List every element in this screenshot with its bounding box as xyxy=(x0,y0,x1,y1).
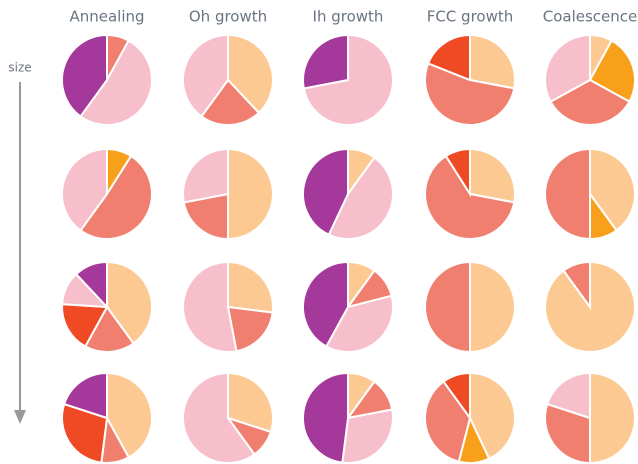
pie-slice xyxy=(544,147,591,241)
pie-slice xyxy=(227,33,274,115)
pie-slice xyxy=(182,147,229,204)
pie-slice xyxy=(61,33,108,118)
pie-slice xyxy=(61,303,109,348)
pie-slice xyxy=(327,156,394,240)
pie-slice xyxy=(341,408,394,464)
y-label: size xyxy=(8,61,31,75)
pie-slice xyxy=(444,147,471,198)
pie-slice xyxy=(62,371,108,420)
pie-slice xyxy=(562,260,591,311)
pie-slice xyxy=(426,33,471,82)
pie-slice xyxy=(227,260,274,314)
pie-slice xyxy=(545,371,591,420)
pie-slice xyxy=(302,260,349,348)
pie-slice xyxy=(442,371,471,422)
arrow-head xyxy=(14,410,26,424)
pie-slice xyxy=(424,62,516,126)
pie-slice xyxy=(227,147,274,241)
pie-slice xyxy=(424,154,516,240)
pie-slice xyxy=(182,260,238,353)
pie-slice xyxy=(302,371,349,464)
pie-slice xyxy=(61,402,109,464)
pie-slice xyxy=(61,147,108,232)
column-title: FCC growth xyxy=(427,8,514,26)
column-title: Oh growth xyxy=(189,8,267,26)
pie-slice xyxy=(424,260,471,354)
pie-slice xyxy=(79,154,153,240)
column-title: Ih growth xyxy=(313,8,384,26)
pie-slice xyxy=(83,305,135,353)
pie-slice xyxy=(469,260,516,354)
pie-slice xyxy=(544,402,591,464)
column-title: Annealing xyxy=(69,8,144,26)
pie-slice xyxy=(424,380,472,463)
pie-slice xyxy=(74,260,108,310)
pie-slice xyxy=(469,371,516,461)
column-title: Coalescence xyxy=(543,8,638,26)
pie-slice xyxy=(182,371,256,464)
pie-slice xyxy=(324,294,394,353)
pie-slice xyxy=(182,33,229,118)
pie-slice xyxy=(79,39,153,126)
pie-slice xyxy=(182,192,229,241)
pie-slice xyxy=(106,260,153,345)
pie-slice xyxy=(469,33,516,90)
pie-slice xyxy=(226,305,274,353)
pie-slice xyxy=(302,147,349,237)
pie-slice xyxy=(227,371,274,434)
pie-slice xyxy=(302,33,349,90)
pie-slice xyxy=(544,33,591,104)
pie-slice xyxy=(200,78,261,126)
pie-slice xyxy=(588,39,636,104)
pie-slice xyxy=(106,371,153,459)
pie-slice xyxy=(589,371,636,464)
pie-slice xyxy=(469,147,516,204)
pie-slice xyxy=(589,147,636,232)
